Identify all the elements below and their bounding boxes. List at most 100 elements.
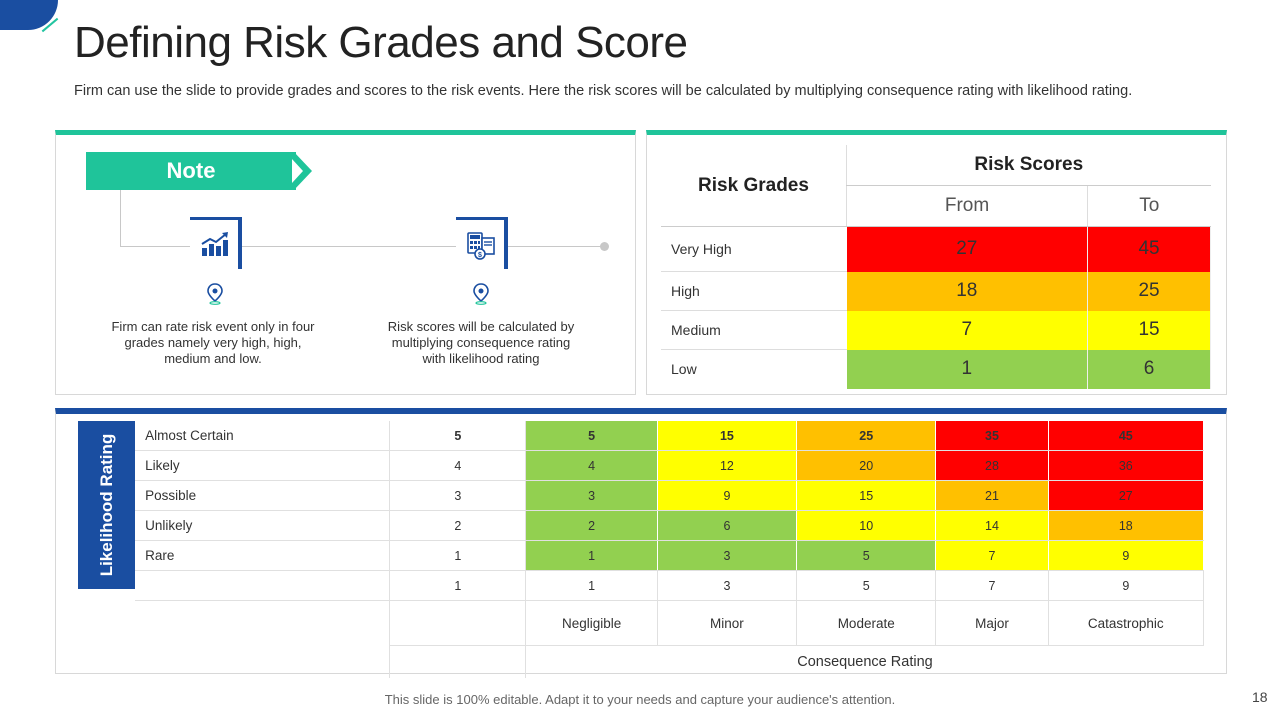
connector-dot	[600, 242, 609, 251]
blank-cell	[135, 645, 391, 678]
risk-score-cell: 27	[1048, 480, 1205, 511]
likelihood-value: 4	[389, 450, 527, 481]
consequence-value: 9	[1048, 570, 1205, 601]
note-tag: Note	[86, 152, 296, 190]
risk-score-cell: 5	[525, 421, 658, 451]
calculator-icon-box: $	[456, 217, 508, 269]
consequence-value: 5	[796, 570, 937, 601]
likelihood-row: Possible 3 3 9 15 21 27	[78, 480, 1205, 511]
grade-row: Very High 27 45	[661, 226, 1211, 272]
score-to: 45	[1087, 226, 1211, 272]
risk-score-cell: 25	[796, 421, 937, 451]
consequence-value: 1	[389, 570, 527, 601]
risk-score-cell: 1	[525, 540, 658, 571]
risk-score-cell: 3	[525, 480, 658, 511]
consequence-label: Moderate	[796, 600, 937, 646]
risk-score-cell: 7	[935, 540, 1049, 571]
growth-chart-icon-box	[190, 217, 242, 269]
note-text-2: Risk scores will be calculated by multip…	[387, 319, 575, 366]
connector-vertical	[120, 190, 121, 247]
page-subtitle: Firm can use the slide to provide grades…	[74, 83, 1133, 99]
grade-row: Medium 7 15	[661, 310, 1211, 350]
score-from: 18	[846, 271, 1089, 311]
grade-label: High	[661, 271, 847, 311]
likelihood-value: 5	[389, 421, 527, 451]
blank-cell	[389, 600, 527, 646]
likelihood-label: Possible	[135, 480, 391, 511]
score-from: 27	[846, 226, 1089, 272]
risk-grades-panel: Risk Grades Risk Scores From To Very Hig…	[646, 130, 1227, 395]
risk-score-cell: 9	[1048, 540, 1205, 571]
grade-label: Medium	[661, 310, 847, 350]
likelihood-row: Likely 4 4 12 20 28 36	[78, 450, 1205, 481]
score-to: 25	[1087, 271, 1211, 311]
risk-score-cell: 20	[796, 450, 937, 481]
consequence-value: 7	[935, 570, 1049, 601]
risk-grades-table: Risk Grades Risk Scores From To Very Hig…	[661, 145, 1211, 389]
grade-label: Very High	[661, 226, 847, 272]
blank-cell	[135, 600, 391, 646]
growth-chart-icon	[201, 232, 228, 256]
risk-score-cell: 9	[657, 480, 798, 511]
risk-score-cell: 15	[657, 421, 798, 451]
score-from: 1	[846, 349, 1089, 389]
location-pin-icon	[473, 283, 489, 305]
likelihood-label: Rare	[135, 540, 391, 571]
footer-note: This slide is 100% editable. Adapt it to…	[384, 692, 896, 707]
note-text-1: Firm can rate risk event only in four gr…	[111, 319, 315, 366]
from-header: From	[845, 185, 1089, 227]
likelihood-value: 1	[389, 540, 527, 571]
risk-score-cell: 35	[935, 421, 1049, 451]
calculator-document-icon: $	[467, 232, 495, 260]
location-pin-icon	[207, 283, 223, 305]
grade-label: Low	[671, 361, 697, 378]
note-panel: Note Firm can rate risk event only in fo…	[55, 130, 636, 395]
risk-score-cell: 15	[796, 480, 937, 511]
risk-matrix-panel: Almost Certain 5 5 15 25 35 45 Likely 4 4 12 20 28 36…	[55, 408, 1227, 678]
risk-score-cell: 21	[935, 480, 1049, 511]
score-from: 7	[846, 310, 1089, 350]
consequence-value: 1	[525, 570, 658, 601]
risk-score-cell: 10	[796, 510, 937, 541]
risk-score-cell: 4	[525, 450, 658, 481]
risk-score-cell: 6	[657, 510, 798, 541]
risk-score-cell: 12	[657, 450, 798, 481]
consequence-value: 3	[657, 570, 798, 601]
page-title: Defining Risk Grades and Score	[74, 18, 688, 67]
risk-score-cell: 28	[935, 450, 1049, 481]
likelihood-row: Unlikely 2 2 6 10 14 18	[78, 510, 1205, 541]
likelihood-label: Almost Certain	[135, 421, 391, 451]
blank-cell	[78, 601, 135, 646]
grade-row: High 18 25	[661, 271, 1211, 311]
consequence-rating-title: Consequence Rating	[797, 654, 933, 670]
consequence-label: Catastrophic	[1048, 600, 1205, 646]
likelihood-rating-title: Likelihood Rating	[96, 433, 116, 577]
risk-score-cell: 2	[525, 510, 658, 541]
likelihood-rating-label: Likelihood Rating	[78, 421, 135, 589]
note-tag-arrow-inner	[292, 159, 303, 183]
likelihood-value: 3	[389, 480, 527, 511]
likelihood-row: Rare 1 1 3 5 7 9	[78, 540, 1205, 571]
risk-matrix-table: Almost Certain 5 5 15 25 35 45 Likely 4 4 12 20 28 36…	[78, 421, 1205, 679]
risk-score-cell: 45	[1048, 421, 1205, 451]
risk-score-cell: 18	[1048, 510, 1205, 541]
svg-text:$: $	[478, 252, 482, 259]
likelihood-row: Almost Certain 5 5 15 25 35 45	[78, 421, 1205, 451]
to-header: To	[1087, 185, 1211, 227]
blank-cell	[135, 570, 391, 601]
risk-score-cell: 14	[935, 510, 1049, 541]
page-number: 18	[1252, 689, 1268, 705]
grade-row: Low 1 6	[661, 349, 1211, 389]
consequence-label-row: Negligible Minor Moderate Major Catastrophic	[78, 600, 1205, 646]
blank-cell	[389, 645, 527, 678]
risk-score-cell: 36	[1048, 450, 1205, 481]
blank-cell	[78, 646, 135, 679]
consequence-label: Negligible	[525, 600, 658, 646]
risk-score-cell: 5	[796, 540, 937, 571]
likelihood-value: 2	[389, 510, 527, 541]
risk-grades-header: Risk Grades	[661, 145, 847, 227]
likelihood-label: Likely	[135, 450, 391, 481]
connector-horizontal	[120, 246, 604, 247]
consequence-label: Minor	[657, 600, 798, 646]
